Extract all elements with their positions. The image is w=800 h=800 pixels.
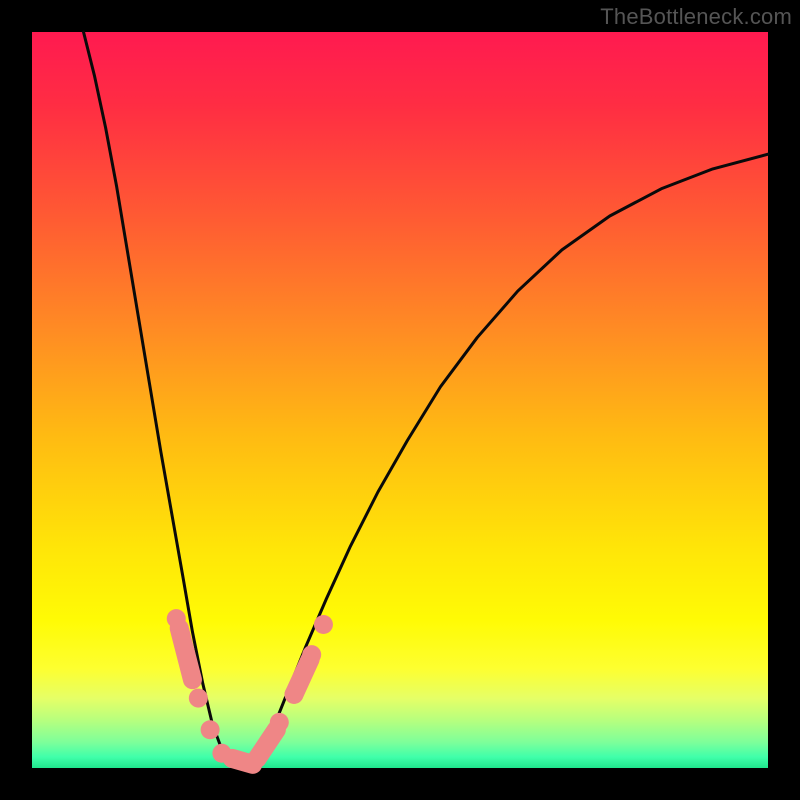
marker-dot: [285, 685, 304, 704]
marker-dot: [189, 689, 208, 708]
marker-capsule: [179, 628, 192, 680]
marker-dot: [201, 720, 220, 739]
marker-dot: [314, 615, 333, 634]
marker-dot: [212, 744, 231, 763]
plot-background: [32, 32, 768, 768]
bottleneck-chart: [0, 0, 800, 800]
chart-container: TheBottleneck.com: [0, 0, 800, 800]
watermark-text: TheBottleneck.com: [600, 4, 792, 30]
marker-dot: [270, 713, 289, 732]
marker-dot: [167, 609, 186, 628]
marker-dot: [302, 645, 321, 664]
